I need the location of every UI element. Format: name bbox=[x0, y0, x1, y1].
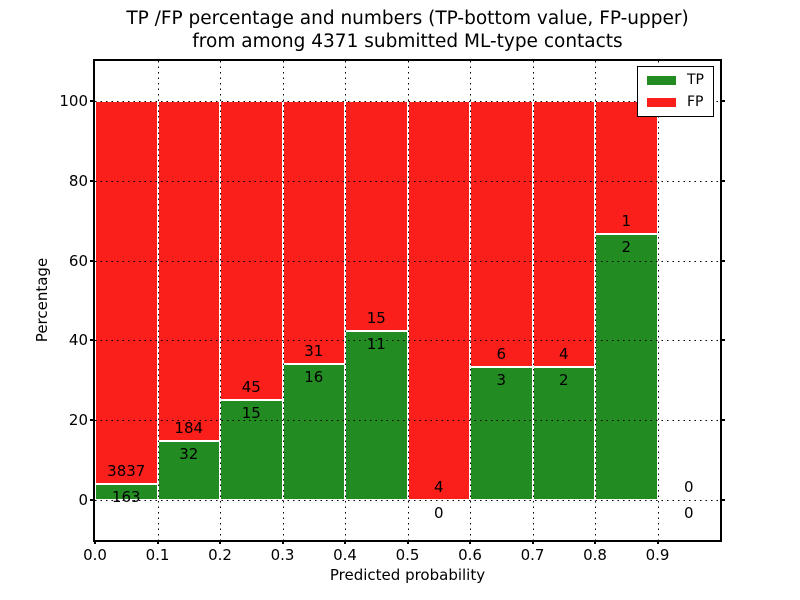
y-tick-label: 0 bbox=[78, 491, 88, 510]
legend-label: FP bbox=[687, 94, 704, 110]
fp-swatch-icon bbox=[647, 98, 676, 107]
fp-count-label: 0 bbox=[683, 478, 694, 497]
x-tick bbox=[219, 540, 221, 544]
y-tick-label: 60 bbox=[68, 251, 88, 270]
y-tick-label: 20 bbox=[68, 411, 88, 430]
tp-count-label: 16 bbox=[304, 368, 324, 387]
x-tick bbox=[469, 540, 471, 544]
plot-area: 3837 163 184 32 45 15 31 16 15 11 4 0 6 3 4 2 1 2 0 0 TP FP bbox=[95, 61, 720, 540]
chart-title-line-2: from among 4371 submitted ML-type contac… bbox=[192, 31, 623, 52]
fp-count-label: 31 bbox=[304, 342, 324, 361]
y-tick-right bbox=[721, 499, 725, 502]
y-tick-label: 80 bbox=[68, 171, 88, 190]
bar-segment-fp bbox=[532, 100, 595, 368]
fp-count-label: 184 bbox=[174, 418, 204, 437]
x-tick-label: 0.7 bbox=[520, 546, 545, 564]
y-tick-label: 40 bbox=[68, 331, 88, 350]
legend-label: TP bbox=[687, 72, 704, 88]
bar-segment-fp bbox=[595, 100, 658, 234]
x-gridline bbox=[220, 61, 221, 540]
x-tick bbox=[656, 540, 659, 544]
y-tick-right bbox=[721, 259, 725, 262]
tp-count-label: 163 bbox=[111, 487, 141, 506]
tp-count-label: 32 bbox=[179, 444, 199, 463]
tp-count-label: 2 bbox=[558, 371, 569, 390]
x-tick bbox=[344, 540, 346, 544]
x-tick bbox=[531, 540, 534, 544]
fp-count-label: 6 bbox=[496, 345, 507, 364]
bar-segment-tp bbox=[95, 483, 158, 501]
bar-segment-fp bbox=[157, 100, 220, 441]
bar-segment-fp bbox=[95, 100, 158, 484]
bar-segment-tp bbox=[157, 440, 220, 501]
fp-count-label: 1 bbox=[621, 211, 632, 230]
fp-count-label: 45 bbox=[241, 378, 261, 397]
fp-count-label: 15 bbox=[366, 309, 386, 328]
x-tick bbox=[406, 540, 409, 544]
tp-count-label: 2 bbox=[621, 237, 632, 256]
legend-item-fp: FP bbox=[647, 95, 704, 110]
chart-title-line-1: TP /FP percentage and numbers (TP-bottom… bbox=[126, 8, 689, 29]
bar-segment-tp bbox=[532, 367, 595, 501]
x-gridline bbox=[470, 61, 471, 540]
x-gridline bbox=[532, 61, 534, 540]
y-tick-right bbox=[721, 179, 725, 182]
fp-count-label: 4 bbox=[433, 478, 444, 497]
y-tick-left bbox=[90, 259, 94, 262]
y-tick-right bbox=[721, 339, 725, 342]
x-gridline bbox=[657, 61, 659, 540]
x-tick bbox=[156, 540, 159, 544]
x-tick-label: 0.8 bbox=[583, 546, 607, 564]
y-tick-label: 100 bbox=[59, 91, 88, 110]
x-tick-label: 0.9 bbox=[645, 546, 670, 564]
x-tick-label: 0.4 bbox=[333, 546, 357, 564]
y-tick-left bbox=[90, 339, 94, 342]
x-tick bbox=[594, 540, 596, 544]
x-tick-label: 0.3 bbox=[270, 546, 295, 564]
tp-swatch-icon bbox=[647, 76, 676, 85]
fp-count-label: 4 bbox=[558, 345, 569, 364]
x-tick-label: 0.1 bbox=[145, 546, 170, 564]
bar-segment-fp bbox=[407, 100, 470, 501]
y-tick-left bbox=[90, 179, 94, 182]
bar-segment-tp bbox=[345, 331, 408, 501]
bar-segment-fp bbox=[282, 100, 345, 365]
tp-count-label: 0 bbox=[683, 504, 694, 523]
tp-count-label: 3 bbox=[496, 371, 507, 390]
tp-count-label: 15 bbox=[241, 404, 261, 423]
x-tick bbox=[281, 540, 284, 544]
y-axis-label: Percentage bbox=[33, 257, 51, 343]
y-tick-left bbox=[90, 499, 94, 502]
x-tick-label: 0.5 bbox=[395, 546, 420, 564]
bar-segment-tp bbox=[595, 233, 658, 501]
tp-count-label: 0 bbox=[433, 504, 444, 523]
x-tick-label: 0.0 bbox=[83, 546, 107, 564]
x-axis-label: Predicted probability bbox=[329, 566, 486, 584]
y-tick-left bbox=[90, 99, 94, 102]
x-gridline bbox=[407, 61, 409, 540]
x-gridline bbox=[595, 61, 596, 540]
fp-count-label: 3837 bbox=[107, 461, 146, 480]
bar-segment-fp bbox=[470, 100, 533, 368]
y-tick-left bbox=[90, 419, 94, 422]
x-gridline bbox=[282, 61, 284, 540]
bar-segment-tp bbox=[470, 367, 533, 501]
x-gridline bbox=[345, 61, 346, 540]
x-tick bbox=[94, 540, 96, 544]
x-tick-label: 0.2 bbox=[208, 546, 232, 564]
tp-count-label: 11 bbox=[366, 335, 386, 354]
legend-item-tp: TP bbox=[647, 73, 704, 88]
y-tick-right bbox=[721, 99, 725, 102]
y-tick-right bbox=[721, 419, 725, 422]
x-gridline bbox=[157, 61, 159, 540]
bar-segment-fp bbox=[345, 100, 408, 332]
x-tick-label: 0.6 bbox=[458, 546, 482, 564]
legend: TP FP bbox=[637, 66, 714, 117]
